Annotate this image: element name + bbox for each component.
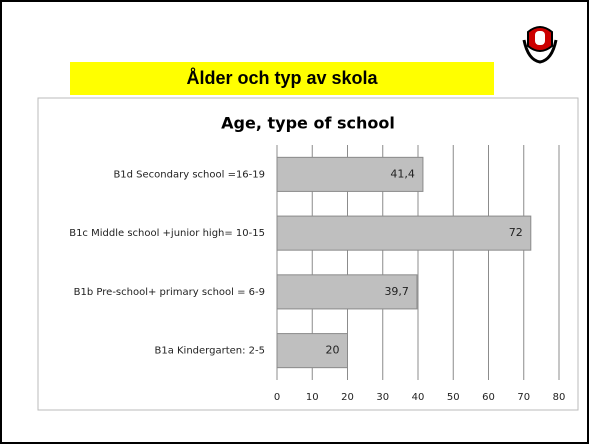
y-tick-label: B1d Secondary school =16-19 (113, 169, 265, 180)
x-tick-label: 80 (553, 392, 566, 403)
x-tick-label: 10 (306, 392, 319, 403)
x-tick-label: 0 (274, 392, 280, 403)
y-tick-label: B1c Middle school +junior high= 10-15 (69, 228, 265, 239)
chart-title: Age, type of school (221, 114, 395, 133)
y-tick-label: B1a Kindergarten: 2-5 (154, 346, 265, 357)
value-label: 20 (326, 344, 340, 357)
value-label: 72 (509, 226, 523, 239)
value-label: 41,4 (390, 167, 415, 180)
bar (276, 274, 418, 310)
x-tick-label: 50 (447, 392, 460, 403)
x-tick-label: 20 (341, 392, 354, 403)
logo (522, 26, 558, 64)
bar (276, 215, 532, 251)
banner (70, 62, 494, 95)
x-tick-label: 30 (376, 392, 389, 403)
banner-title: Ålder och typ av skola (186, 68, 378, 88)
bar (276, 333, 348, 369)
x-tick-label: 60 (482, 392, 495, 403)
y-tick-label: B1b Pre-school+ primary school = 6-9 (74, 287, 265, 298)
x-tick-label: 70 (517, 392, 530, 403)
x-tick-label: 40 (412, 392, 425, 403)
bar (276, 156, 424, 192)
value-label: 39,7 (384, 285, 409, 298)
